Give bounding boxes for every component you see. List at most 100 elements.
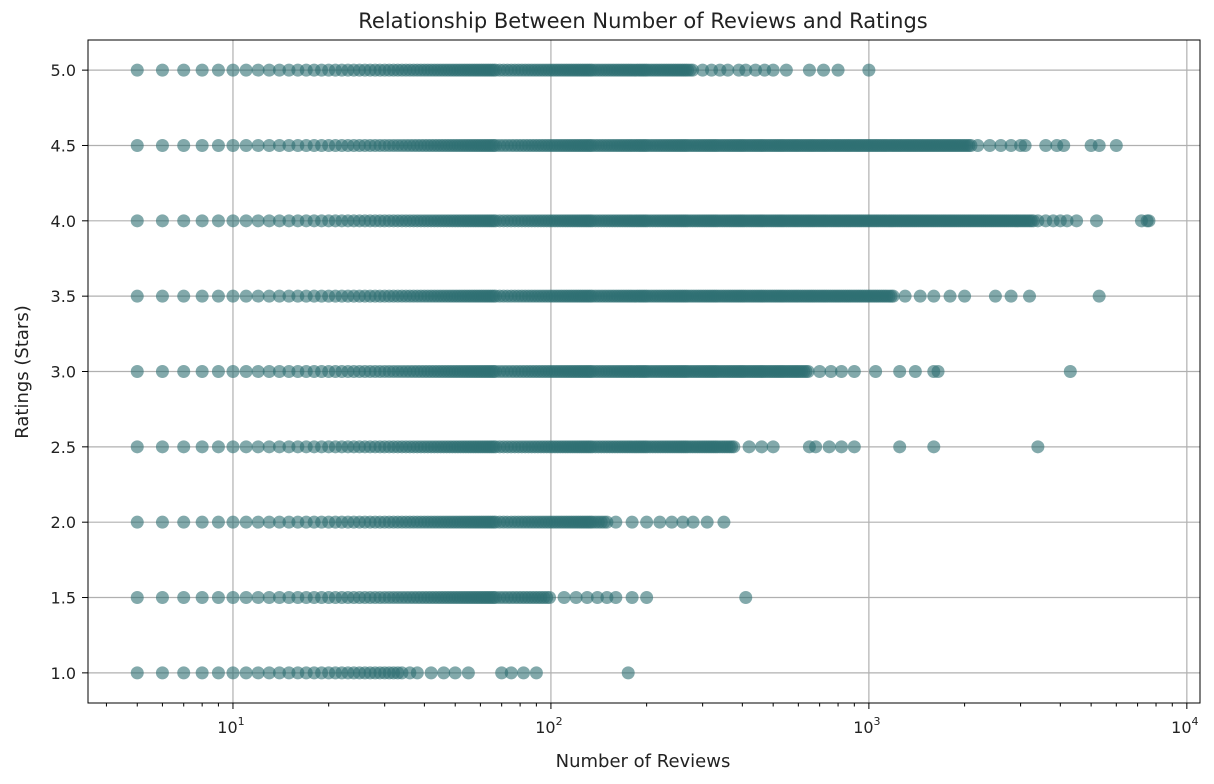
data-point: [211, 365, 225, 378]
data-point: [239, 63, 253, 77]
series-rating-3: [130, 365, 1077, 378]
data-point: [239, 365, 253, 378]
data-point: [226, 440, 240, 454]
y-tick-label: 1.0: [51, 664, 76, 683]
data-point: [155, 440, 169, 454]
data-point: [262, 63, 276, 77]
data-point: [847, 440, 861, 454]
data-point: [251, 515, 265, 529]
data-point: [211, 515, 225, 529]
data-point: [130, 214, 144, 228]
data-point: [640, 515, 654, 529]
data-point: [195, 214, 209, 228]
data-point: [130, 591, 144, 605]
data-point: [226, 365, 240, 378]
data-point: [1092, 289, 1106, 303]
data-point: [1004, 138, 1018, 152]
data-point: [272, 515, 286, 529]
data-point: [809, 440, 823, 454]
data-point: [437, 666, 451, 680]
data-point: [155, 365, 169, 378]
data-point: [1031, 440, 1045, 454]
data-point: [239, 289, 253, 303]
data-point: [195, 666, 209, 680]
data-point: [155, 591, 169, 605]
data-point: [239, 515, 253, 529]
data-point: [971, 138, 985, 152]
data-point: [869, 365, 883, 378]
data-point: [282, 214, 296, 228]
data-point: [665, 515, 679, 529]
data-point: [211, 214, 225, 228]
data-point: [943, 289, 957, 303]
data-point: [908, 365, 922, 378]
data-point: [272, 440, 286, 454]
series-rating-3.5: [130, 289, 1106, 303]
data-point: [495, 666, 509, 680]
data-point: [600, 515, 614, 529]
data-point: [749, 63, 763, 77]
data-point: [211, 289, 225, 303]
y-tick-label: 4.0: [51, 212, 76, 231]
data-point: [676, 515, 690, 529]
x-tick-label: 101: [217, 715, 244, 737]
data-point: [282, 289, 296, 303]
data-point: [226, 214, 240, 228]
data-point: [226, 289, 240, 303]
data-point: [813, 365, 827, 378]
data-point: [834, 365, 848, 378]
y-tick-label: 3.5: [51, 287, 76, 306]
y-tick-label: 4.5: [51, 136, 76, 155]
data-point: [251, 666, 265, 680]
data-point: [262, 365, 276, 378]
x-tick-label: 103: [853, 715, 880, 737]
data-point: [779, 63, 793, 77]
data-point: [130, 666, 144, 680]
data-point: [177, 214, 191, 228]
data-point: [177, 289, 191, 303]
data-point: [700, 515, 714, 529]
y-tick-label: 2.5: [51, 438, 76, 457]
data-point: [177, 365, 191, 378]
data-point: [600, 591, 614, 605]
data-point: [211, 666, 225, 680]
data-point: [262, 138, 276, 152]
data-point: [251, 138, 265, 152]
data-point: [130, 138, 144, 152]
data-point: [177, 138, 191, 152]
data-point: [893, 440, 907, 454]
x-axis-label: Number of Reviews: [556, 751, 731, 772]
data-point: [1090, 214, 1104, 228]
data-point: [262, 515, 276, 529]
data-point: [282, 591, 296, 605]
data-point: [1063, 365, 1077, 378]
data-point: [721, 63, 735, 77]
data-point: [755, 440, 769, 454]
data-point: [239, 214, 253, 228]
data-point: [1039, 138, 1053, 152]
data-point: [569, 591, 583, 605]
data-point: [251, 440, 265, 454]
data-point: [958, 289, 972, 303]
series-rating-4: [130, 214, 1156, 228]
x-tick-label: 102: [535, 715, 562, 737]
data-point: [155, 63, 169, 77]
data-point: [177, 440, 191, 454]
data-point: [1018, 138, 1032, 152]
data-point: [994, 138, 1008, 152]
data-point: [529, 666, 543, 680]
data-point: [1109, 138, 1123, 152]
y-tick-label: 5.0: [51, 61, 76, 80]
data-point: [239, 666, 253, 680]
data-point: [886, 289, 900, 303]
data-point: [739, 63, 753, 77]
data-point: [177, 591, 191, 605]
data-point: [272, 289, 286, 303]
data-point: [211, 63, 225, 77]
data-point: [766, 63, 780, 77]
data-point: [822, 440, 836, 454]
data-point: [831, 63, 845, 77]
data-point: [251, 214, 265, 228]
data-point: [195, 63, 209, 77]
data-point: [410, 666, 424, 680]
